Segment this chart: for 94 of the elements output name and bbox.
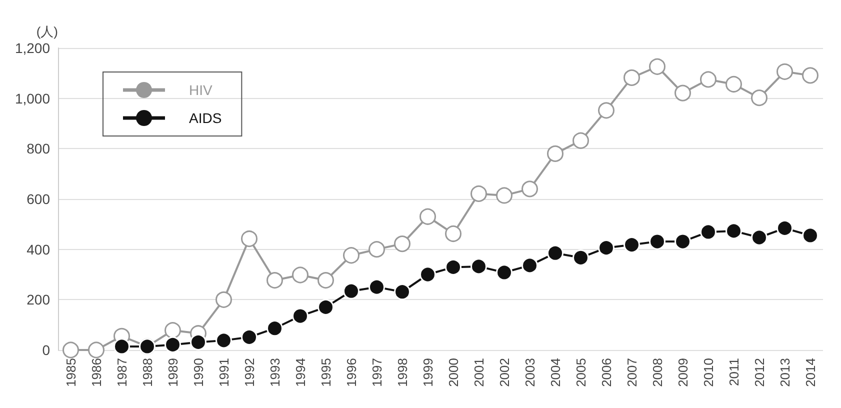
x-tick-label: 2002 [496, 358, 512, 387]
point [394, 284, 410, 300]
x-tick-label: 2013 [777, 358, 792, 387]
point [624, 236, 640, 254]
x-tick-label: 1994 [292, 358, 308, 387]
point [164, 322, 181, 339]
x-tick-label: 2001 [471, 358, 486, 387]
point [470, 258, 487, 275]
y-axis-title: (人) [36, 24, 58, 39]
x-tick-label: 2009 [675, 358, 690, 387]
point [190, 334, 206, 350]
point [649, 233, 666, 250]
point [368, 241, 385, 258]
point [700, 71, 716, 88]
x-tick-label: 2012 [752, 358, 767, 387]
y-tick-label: 800 [26, 140, 50, 157]
point [726, 222, 742, 240]
x-tick-label: 1993 [267, 358, 282, 387]
point [114, 338, 130, 355]
legend-label: HIV [189, 82, 213, 98]
point [266, 320, 283, 337]
x-tick-label: 1995 [318, 358, 334, 387]
x-tick-label: 1991 [216, 358, 232, 387]
point [420, 208, 436, 225]
point [572, 249, 589, 266]
point [522, 180, 538, 198]
x-tick-label: 1992 [242, 358, 257, 387]
x-tick-label: 2003 [522, 358, 538, 387]
y-tick-label: 200 [26, 292, 50, 308]
point [496, 187, 512, 204]
point [394, 236, 410, 252]
point [62, 342, 79, 358]
point [547, 145, 564, 162]
point [241, 230, 258, 248]
point [470, 185, 487, 202]
x-tick-label: 2014 [802, 358, 818, 387]
point [598, 240, 614, 256]
point [751, 229, 768, 246]
y-tick-label: 400 [26, 241, 50, 258]
x-tick-label: 2008 [650, 358, 665, 387]
point [292, 308, 308, 324]
point [674, 84, 691, 102]
point [522, 257, 538, 274]
point [496, 264, 512, 281]
point [598, 102, 614, 119]
y-tick-label: 1,000 [14, 90, 50, 106]
point [216, 332, 232, 349]
x-tick-label: 1987 [114, 358, 130, 387]
point [776, 220, 793, 236]
point [343, 247, 360, 264]
x-tick-label: 1998 [394, 358, 410, 387]
x-tick-label: 2006 [598, 358, 614, 387]
x-tick-label: 1988 [140, 358, 155, 387]
x-tick-label: 1989 [165, 358, 180, 387]
point [343, 282, 360, 300]
point [216, 291, 232, 308]
x-tick-label: 2000 [446, 358, 461, 387]
x-tick-label: 1985 [63, 358, 78, 387]
x-tick-label: 2011 [726, 358, 742, 386]
y-tick-label: 600 [26, 191, 50, 207]
point [241, 328, 258, 346]
point [318, 298, 334, 316]
point [802, 67, 818, 84]
x-tick-label: 1997 [369, 358, 384, 387]
point [726, 76, 742, 92]
x-tick-label: 1986 [88, 358, 104, 387]
point [547, 244, 564, 262]
x-tick-label: 1996 [344, 358, 359, 387]
x-tick-label: 1999 [420, 358, 436, 387]
point [88, 342, 104, 358]
point [420, 266, 436, 283]
point [318, 272, 334, 289]
point [700, 224, 716, 240]
point [802, 227, 818, 244]
point [776, 63, 793, 80]
point [445, 258, 462, 276]
point [266, 272, 283, 289]
x-tick-label: 2004 [548, 358, 563, 387]
point [292, 266, 308, 284]
y-tick-label: 1,200 [14, 40, 50, 56]
point [751, 90, 768, 106]
point [674, 233, 691, 250]
point [368, 278, 385, 296]
point [164, 336, 181, 353]
x-tick-label: 1990 [190, 358, 206, 387]
x-tick-label: 2007 [624, 358, 640, 387]
point [649, 58, 666, 75]
x-tick-label: 2005 [573, 358, 588, 387]
point [445, 225, 462, 242]
point [624, 69, 640, 86]
y-tick-label: 0 [42, 342, 50, 358]
point [572, 132, 589, 149]
x-tick-label: 2010 [700, 358, 716, 387]
legend-label: AIDS [189, 110, 222, 126]
